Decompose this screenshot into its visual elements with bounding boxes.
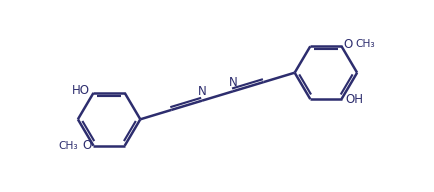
Text: N: N <box>197 85 206 98</box>
Text: O: O <box>343 38 352 51</box>
Text: N: N <box>228 75 237 89</box>
Text: HO: HO <box>72 84 90 97</box>
Text: OH: OH <box>344 93 362 106</box>
Text: O: O <box>82 139 91 152</box>
Text: CH₃: CH₃ <box>355 39 374 49</box>
Text: CH₃: CH₃ <box>59 141 78 151</box>
